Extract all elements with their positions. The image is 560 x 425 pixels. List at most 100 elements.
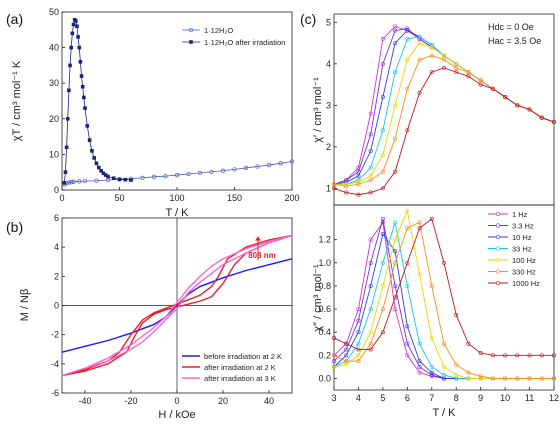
chart-c-chi2-point (331, 364, 336, 369)
chart-c-chi2-point (441, 364, 446, 369)
chart-a-point (232, 167, 237, 172)
chart-c-chi2-point (417, 370, 422, 375)
panel-label-c: (c) (300, 11, 316, 27)
chart-b-ytick-label: -4 (51, 359, 59, 369)
chart-c-chi1-point (515, 103, 520, 108)
chart-b-ylabel: M / Nβ (19, 289, 31, 322)
chart-c-condition-hdc: Hdc = 0 Oe (488, 22, 534, 32)
chart-c-chi2-point (441, 372, 446, 377)
chart-c-chi1-line-3 (334, 36, 555, 185)
chart-a-ytick-label: 30 (49, 78, 59, 88)
chart-c-chi1-point (331, 182, 336, 187)
chart-c-chi2-point (478, 350, 483, 355)
chart-a-ytick-label: 10 (49, 149, 59, 159)
chart-a-point (83, 106, 87, 110)
chart-a-legend-marker (189, 40, 193, 44)
chart-a-xtick-label: 0 (59, 193, 64, 203)
chart-c-chi1-point (417, 57, 422, 62)
chart-c-chi2-point (429, 370, 434, 375)
chart-c-chi1-line-5 (333, 55, 555, 187)
chart-a-point (68, 63, 72, 68)
chart-a-point (77, 179, 82, 184)
chart-a-point (63, 170, 68, 174)
chart-a-point (255, 164, 260, 169)
chart-c-legend-marker (495, 211, 501, 217)
chart-c-legend-label: 33 Hz (512, 245, 532, 254)
chart-c-chi1-point (393, 70, 398, 75)
chart-c-chi1-point (368, 190, 373, 195)
chart-b-ytick-label: 0 (54, 301, 59, 311)
chart-a-point (111, 176, 116, 181)
chart-c-chi2-point (515, 353, 520, 358)
chart-c-chi1-point (441, 65, 446, 70)
chart-c-chi2-point (454, 312, 459, 317)
chart-c-chi1-line-0 (333, 25, 555, 185)
chart-a-point (66, 180, 72, 185)
chart-c-chi1-point (454, 61, 459, 66)
chart-c-chi1-point (331, 186, 336, 191)
chart-c-xtick-label: 11 (525, 393, 534, 403)
chart-c-legend-marker (495, 257, 501, 263)
chart-c-xtick-label: 10 (500, 393, 510, 403)
chart-a-point (220, 168, 226, 173)
chart-c-condition-hac: Hac = 3.5 Oe (488, 36, 541, 46)
chart-a-point (74, 19, 78, 23)
chart-c-chi2-point (429, 335, 434, 340)
chart-a-series-line-1 (63, 19, 132, 183)
chart-a-ytick-label: 20 (49, 114, 59, 124)
chart-c-chi2-point (356, 353, 361, 358)
chart-c-chi1-point (368, 132, 373, 137)
chart-a-point (69, 45, 73, 50)
chart-a-point (103, 173, 108, 177)
chart-a-point (129, 178, 133, 182)
chart-c-legend-label: 10 Hz (512, 233, 532, 242)
chart-c-chi2-point (393, 237, 398, 242)
chart-c-chi1-point (393, 41, 398, 46)
chart-c-chi1-point (490, 86, 495, 91)
chart-c-chi1-point (368, 173, 373, 178)
chart-c-chi1-point (478, 78, 483, 83)
chart-c-chi1-point (405, 36, 410, 41)
chart-a-point (77, 45, 82, 50)
chart-c-bottom-ytick-label: 0.2 (318, 350, 331, 360)
chart-c-chi2-point (380, 260, 385, 265)
chart-a-legend-marker (188, 27, 194, 33)
chart-a-point (99, 168, 103, 173)
chart-c-xtick-label: 7 (429, 393, 434, 403)
chart-c-chi2-point (527, 376, 532, 381)
chart-c-chi1-point (393, 103, 398, 108)
chart-c-chi2-point (405, 324, 410, 329)
chart-c-chi2-point (344, 353, 349, 358)
chart-b-legend-label: after irradiation at 2 K (204, 363, 276, 372)
chart-c-chi1-point (380, 153, 385, 158)
chart-c-top-ytick-label: 2 (326, 142, 331, 152)
chart-c-chi2-line-6 (333, 218, 554, 356)
chart-a-xlabel: T / K (165, 207, 189, 219)
chart-a-xtick-label: 50 (114, 193, 124, 203)
chart-c-chi2-point (393, 249, 398, 254)
chart-a-point (82, 178, 88, 184)
chart-c-chi2-point (551, 353, 556, 358)
chart-a-point (92, 156, 96, 160)
chart-c-chi2-point (503, 353, 508, 358)
chart-c-ylabel-bottom: χ″ / cm³ mol⁻¹ (312, 264, 324, 332)
chart-b-xtick-label: -20 (124, 396, 137, 406)
chart-a-xtick-label: 200 (284, 193, 299, 203)
chart-c-chi2-point (466, 341, 471, 346)
chart-c-chi2-point (344, 341, 349, 346)
chart-c-chi2-point (417, 359, 422, 364)
chart-c-xlabel: T / K (432, 407, 456, 419)
chart-b-legend-label: after irradiation at 3 K (204, 374, 276, 383)
chart-a-point (75, 24, 79, 29)
chart-a-point (79, 74, 84, 78)
chart-c-chi1-point (368, 111, 373, 116)
chart-c-chi2-point (380, 283, 385, 288)
chart-c-chi2-point (417, 272, 422, 277)
chart-a-point (90, 149, 94, 153)
chart-a-point (278, 161, 283, 166)
chart-a-point (266, 162, 272, 168)
chart-c-chi2-point (356, 318, 361, 323)
chart-c-chi1-point (527, 107, 532, 112)
chart-a-point (197, 170, 203, 176)
chart-a-point (94, 161, 99, 166)
